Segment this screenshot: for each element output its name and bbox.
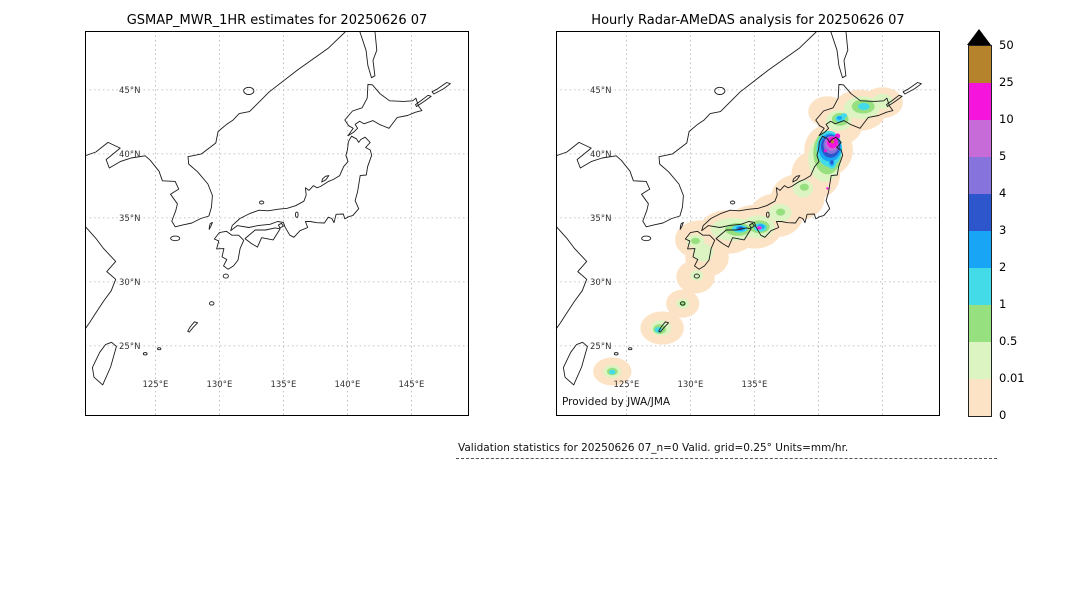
lon-tick-label: 130°E — [677, 380, 703, 390]
map-frame — [85, 31, 469, 416]
colorbar-tick-label: 10 — [999, 112, 1014, 126]
gsmap-mwr-map: 45°N 40°N 35°N 30°N 25°N 125°E 130°E 135°E 140°E… — [85, 31, 469, 416]
lat-tick-label: 30°N — [119, 278, 140, 288]
lon-tick-label: 130°E — [206, 380, 232, 390]
colorbar-band — [969, 83, 991, 120]
colorbar-tick-label: 0.5 — [999, 334, 1018, 348]
axis-tick-labels: 45°N 40°N 35°N 30°N 25°N 125°E 130°E 135°E — [590, 86, 767, 390]
colorbar-tick-label: 0 — [999, 408, 1007, 422]
colorbar-tick-label: 3 — [999, 223, 1007, 237]
colorbar-tick-label: 2 — [999, 260, 1007, 274]
colorbar-band — [969, 120, 991, 157]
precipitation-layer — [593, 87, 903, 386]
lat-tick-label: 45°N — [119, 86, 140, 96]
lat-tick-label: 35°N — [590, 214, 611, 224]
validation-caption: Validation statistics for 20250626 07_n=… — [458, 442, 849, 454]
lon-tick-label: 125°E — [613, 380, 639, 390]
radar-amedas-map: 45°N 40°N 35°N 30°N 25°N 125°E 130°E 135°E — [556, 31, 940, 416]
lat-tick-label: 45°N — [590, 86, 611, 96]
lon-tick-label: 135°E — [270, 380, 296, 390]
left-map-title: GSMAP_MWR_1HR estimates for 20250626 07 — [126, 13, 428, 28]
lon-tick-label: 125°E — [142, 380, 168, 390]
colorbar-overflow-triangle-icon — [967, 29, 991, 45]
lat-tick-label: 35°N — [119, 214, 140, 224]
lat-tick-label: 40°N — [590, 150, 611, 160]
colorbar-band — [969, 46, 991, 83]
colorbar-tick-label: 1 — [999, 297, 1007, 311]
colorbar-tick-label: 50 — [999, 38, 1014, 52]
lat-tick-label: 30°N — [590, 278, 611, 288]
coastlines — [85, 31, 451, 386]
lon-tick-label: 140°E — [334, 380, 360, 390]
lat-tick-label: 25°N — [119, 342, 140, 352]
colorbar-band — [969, 268, 991, 305]
colorbar-band — [969, 305, 991, 342]
colorbar-band — [969, 194, 991, 231]
lat-tick-label: 40°N — [119, 150, 140, 160]
map-frame — [556, 31, 940, 416]
lon-tick-label: 135°E — [741, 380, 767, 390]
colorbar-band — [969, 157, 991, 194]
caption-underline — [456, 458, 997, 459]
colorbar-band — [969, 379, 991, 416]
coastlines — [556, 31, 922, 386]
colorbar-tick-label: 0.01 — [999, 371, 1025, 385]
data-credit-label: Provided by JWA/JMA — [562, 396, 671, 408]
colorbar-band — [969, 231, 991, 268]
colorbar-band — [969, 342, 991, 379]
right-map-title: Hourly Radar-AMeDAS analysis for 2025062… — [591, 13, 905, 28]
colorbar — [968, 45, 992, 417]
colorbar-tick-label: 5 — [999, 149, 1007, 163]
colorbar-tick-label: 25 — [999, 75, 1014, 89]
grid-lines — [85, 31, 469, 416]
axis-tick-labels: 45°N 40°N 35°N 30°N 25°N 125°E 130°E 135°E 140°E… — [119, 86, 424, 390]
lat-tick-label: 25°N — [590, 342, 611, 352]
lon-tick-label: 145°E — [398, 380, 424, 390]
colorbar-tick-label: 4 — [999, 186, 1007, 200]
